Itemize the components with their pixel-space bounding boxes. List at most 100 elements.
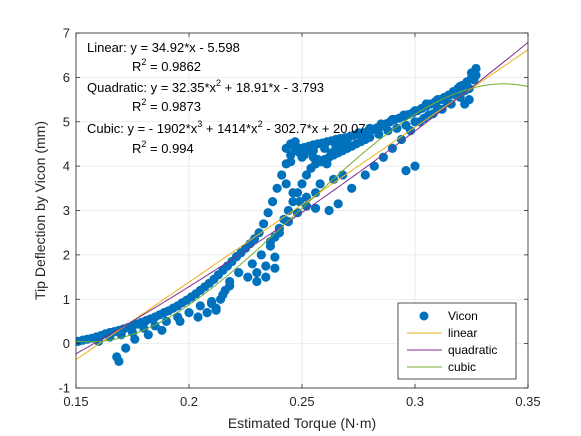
- data-point: [365, 132, 375, 142]
- data-point: [252, 268, 262, 278]
- y-tick-label: 6: [63, 70, 70, 85]
- cubic-sup-2: 2: [258, 119, 263, 129]
- data-point: [259, 219, 269, 229]
- cubic-r2-value: = 0.994: [150, 141, 194, 156]
- data-point: [387, 114, 397, 125]
- data-point: [121, 343, 131, 353]
- cubic-label: Cubic:: [87, 121, 124, 136]
- r-symbol: R: [132, 141, 141, 156]
- data-point: [322, 159, 332, 169]
- data-point: [195, 301, 205, 311]
- quadratic-label: Quadratic:: [87, 80, 147, 95]
- data-point: [114, 356, 124, 366]
- linear-label: Linear:: [87, 40, 127, 55]
- y-tick-label: 7: [63, 26, 70, 41]
- data-point: [378, 152, 388, 162]
- data-point: [342, 134, 352, 145]
- data-point: [286, 157, 296, 167]
- data-point: [161, 316, 171, 326]
- data-point: [311, 188, 321, 198]
- data-point: [369, 161, 379, 171]
- data-point: [424, 110, 434, 120]
- data-point: [401, 166, 411, 176]
- fit-equations: Linear: y = 34.92*x - 5.598 R2 = 0.9862 …: [87, 40, 366, 156]
- data-point: [184, 308, 194, 318]
- r-symbol: R: [132, 99, 141, 114]
- linear-fit-line: [76, 49, 528, 361]
- data-point: [268, 197, 278, 207]
- data-point: [243, 272, 253, 282]
- cubic-sup-3: 3: [197, 119, 202, 129]
- data-point: [261, 272, 271, 282]
- legend: Vicon linear quadratic cubic: [397, 302, 517, 380]
- data-point: [353, 128, 364, 138]
- legend-marker-vicon: [419, 311, 429, 321]
- data-point: [433, 95, 443, 105]
- data-point: [383, 126, 393, 136]
- cubic-equation: Cubic: y = - 1902*x3 + 1414*x2 - 302.7*x…: [87, 119, 366, 136]
- data-point: [399, 110, 409, 120]
- x-tick-label: 0.35: [515, 394, 540, 409]
- data-point: [324, 205, 334, 216]
- y-tick-label: 5: [63, 114, 70, 129]
- data-point: [347, 183, 357, 193]
- data-point: [247, 259, 257, 269]
- x-tick-label: 0.2: [180, 394, 198, 409]
- data-point: [460, 99, 470, 109]
- data-point: [297, 152, 307, 162]
- data-point: [396, 134, 406, 145]
- data-point: [274, 228, 284, 238]
- data-point: [365, 123, 375, 133]
- quadratic-formula-a: y = 32.35*x: [151, 80, 217, 95]
- y-tick-label: -1: [58, 381, 70, 396]
- quadratic-equation: Quadratic: y = 32.35*x2 + 18.91*x - 3.79…: [87, 78, 324, 95]
- cubic-fit-line: [76, 83, 528, 343]
- quadratic-r2: R2 = 0.9873: [132, 97, 201, 114]
- data-point: [469, 75, 479, 85]
- quadratic-fit-line: [76, 42, 528, 355]
- data-point: [374, 129, 384, 139]
- data-point: [254, 228, 264, 238]
- y-axis-label: Tip Deflection by Vicon (mm): [32, 121, 48, 300]
- data-point: [175, 316, 185, 326]
- data-point: [290, 137, 300, 147]
- scatter-points: [76, 63, 481, 366]
- data-point: [211, 303, 221, 313]
- legend-label-cubic: cubic: [448, 360, 476, 374]
- cubic-formula-c: - 302.7*x + 20.07: [266, 121, 365, 136]
- cubic-formula-a: y = - 1902*x: [127, 121, 197, 136]
- y-tick-label: 2: [63, 247, 70, 262]
- y-tick-label: 1: [63, 292, 70, 307]
- data-point: [193, 312, 203, 322]
- x-tick-label: 0.3: [406, 394, 424, 409]
- data-point: [320, 143, 330, 153]
- data-point: [308, 146, 318, 156]
- data-point: [157, 325, 167, 335]
- legend-label-linear: linear: [448, 326, 477, 340]
- data-point: [265, 237, 275, 247]
- data-point: [471, 63, 481, 74]
- data-point: [263, 208, 273, 218]
- y-tick-label: 0: [63, 336, 70, 351]
- data-point: [376, 119, 386, 129]
- data-point: [410, 161, 420, 171]
- data-point: [130, 334, 140, 344]
- quadratic-formula-b: + 18.91*x - 3.793: [225, 80, 324, 95]
- legend-label-quadratic: quadratic: [448, 343, 497, 357]
- data-point: [277, 170, 287, 180]
- data-point: [281, 179, 291, 189]
- quadratic-r2-value: = 0.9873: [150, 99, 201, 114]
- data-point: [139, 323, 149, 333]
- data-point: [234, 268, 244, 278]
- r-symbol: R: [132, 59, 141, 74]
- data-point: [225, 281, 235, 291]
- data-point: [301, 170, 312, 180]
- r-superscript: 2: [141, 97, 146, 107]
- data-point: [143, 330, 153, 340]
- cubic-r2: R2 = 0.994: [132, 139, 194, 156]
- data-point: [311, 203, 321, 213]
- legend-label-vicon: Vicon: [448, 309, 478, 323]
- data-point: [315, 179, 325, 189]
- fit-curves: [76, 42, 528, 361]
- linear-r2: R2 = 0.9862: [132, 57, 201, 74]
